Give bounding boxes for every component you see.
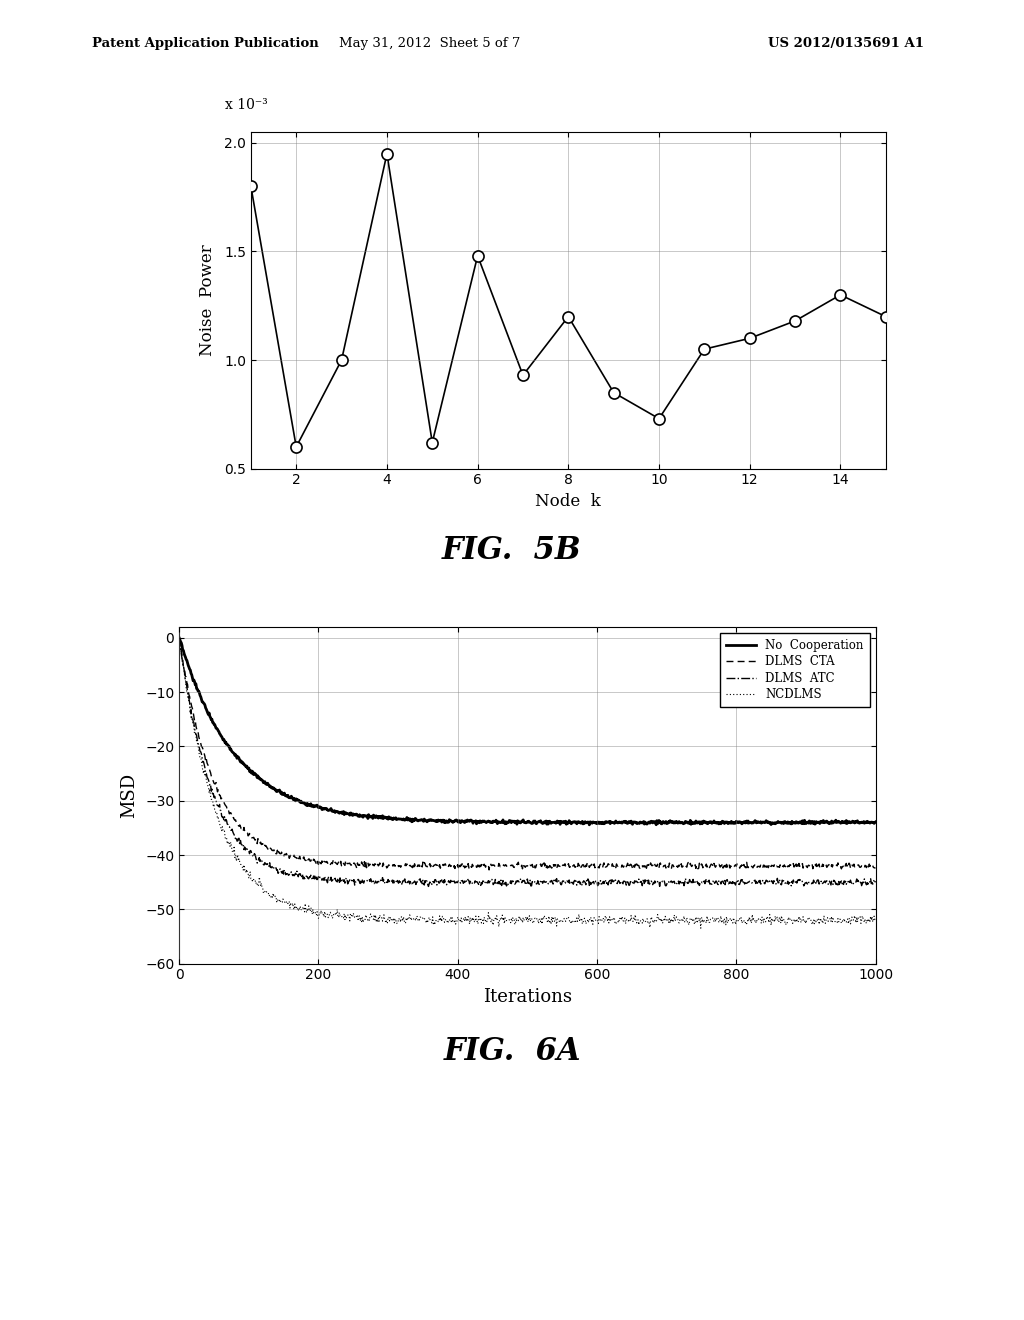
X-axis label: Node  k: Node k — [536, 492, 601, 510]
No  Cooperation — [314, 800, 327, 816]
No  Cooperation — [742, 813, 755, 829]
NCDLMS — [869, 909, 882, 925]
Text: May 31, 2012  Sheet 5 of 7: May 31, 2012 Sheet 5 of 7 — [339, 37, 521, 50]
X-axis label: Iterations: Iterations — [483, 987, 571, 1006]
DLMS  ATC — [790, 874, 802, 890]
Y-axis label: MSD: MSD — [120, 772, 138, 818]
DLMS  CTA — [742, 859, 755, 875]
DLMS  CTA — [173, 630, 185, 645]
No  Cooperation — [584, 817, 596, 833]
Y-axis label: Noise  Power: Noise Power — [199, 244, 216, 356]
NCDLMS — [716, 912, 728, 928]
NCDLMS — [314, 906, 327, 921]
DLMS  ATC — [742, 874, 755, 890]
DLMS  ATC — [422, 879, 434, 895]
Line: No  Cooperation: No Cooperation — [179, 638, 876, 825]
No  Cooperation — [790, 816, 802, 832]
Text: x 10⁻³: x 10⁻³ — [225, 98, 268, 112]
Text: FIG.  6A: FIG. 6A — [443, 1036, 581, 1067]
No  Cooperation — [836, 813, 848, 829]
NCDLMS — [215, 822, 227, 838]
Line: DLMS  CTA: DLMS CTA — [179, 638, 876, 870]
DLMS  CTA — [869, 861, 882, 876]
DLMS  ATC — [716, 874, 728, 890]
Legend: No  Cooperation, DLMS  CTA, DLMS  ATC, NCDLMS: No Cooperation, DLMS CTA, DLMS ATC, NCDL… — [721, 632, 869, 708]
No  Cooperation — [173, 630, 185, 645]
No  Cooperation — [869, 814, 882, 830]
DLMS  CTA — [483, 862, 496, 878]
NCDLMS — [836, 915, 848, 931]
DLMS  ATC — [314, 870, 327, 886]
Text: FIG.  5B: FIG. 5B — [442, 535, 582, 565]
No  Cooperation — [215, 729, 227, 744]
DLMS  CTA — [836, 859, 848, 875]
DLMS  ATC — [836, 875, 848, 891]
NCDLMS — [694, 920, 707, 936]
DLMS  ATC — [173, 630, 185, 645]
DLMS  ATC — [215, 808, 227, 824]
DLMS  CTA — [790, 861, 802, 876]
Line: NCDLMS: NCDLMS — [179, 638, 876, 928]
DLMS  CTA — [314, 855, 327, 871]
NCDLMS — [173, 630, 185, 645]
No  Cooperation — [716, 813, 728, 829]
NCDLMS — [742, 911, 755, 927]
DLMS  ATC — [869, 874, 882, 890]
NCDLMS — [790, 912, 802, 928]
Text: Patent Application Publication: Patent Application Publication — [92, 37, 318, 50]
Text: US 2012/0135691 A1: US 2012/0135691 A1 — [768, 37, 924, 50]
Line: DLMS  ATC: DLMS ATC — [179, 638, 876, 887]
DLMS  CTA — [215, 791, 227, 807]
DLMS  CTA — [716, 855, 728, 871]
